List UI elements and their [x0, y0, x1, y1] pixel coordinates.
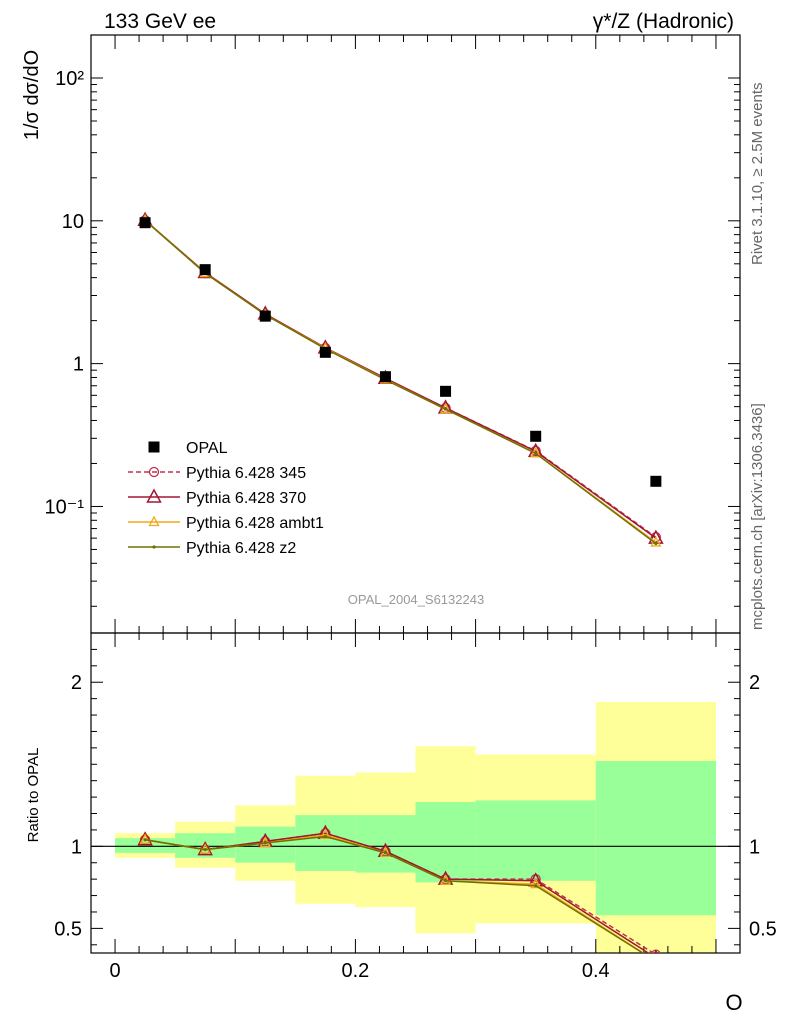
ratio-series-3-point	[203, 848, 207, 852]
band-inner-7	[595, 761, 716, 916]
ratio-series-3-point	[143, 838, 147, 842]
legend-marker-2	[146, 488, 162, 503]
legend-label-0: OPAL	[186, 440, 228, 457]
bottom-ytick-label-right: 1	[749, 836, 760, 858]
ratio-series-3-point	[443, 879, 448, 883]
legend-marker-1	[148, 466, 160, 478]
axes: 10⁻¹ 1 10 10² 0.5 0.5 1 1 2 2 0 0.2 0.4	[45, 34, 777, 982]
top-series-3-point	[654, 541, 658, 546]
ratio-series-2-point	[139, 833, 151, 844]
opal-data-point	[530, 430, 542, 442]
ratio-series-line-0	[144, 832, 655, 953]
bottom-plot-clip-group	[137, 824, 661, 965]
top-series-3-point	[534, 451, 538, 456]
ratio-plot-series	[137, 824, 661, 965]
bottom-y-axis-label: Ratio to OPAL	[25, 748, 42, 843]
top-y-axis-label: 1/σ dσ/dO	[21, 50, 43, 140]
legend-label-2: Pythia 6.428 370	[186, 490, 306, 507]
band-clip-group	[115, 701, 716, 953]
legend-label-1: Pythia 6.428 345	[186, 465, 306, 482]
ratio-series-line-3	[144, 835, 645, 953]
bottom-ytick-label-right: 2	[749, 672, 760, 694]
opal-data-point	[259, 310, 271, 322]
ratio-series-2-point	[319, 828, 331, 839]
legend-marker-opal	[148, 441, 160, 453]
bottom-ytick-label-right: 0.5	[749, 918, 777, 940]
x-axis-label: O	[725, 990, 742, 1015]
header-left-title: 133 GeV ee	[104, 10, 216, 33]
bottom-ytick-label-left: 1	[71, 836, 82, 858]
opal-data-point	[650, 475, 662, 487]
ratio-uncertainty-bands	[115, 701, 716, 953]
ratio-series-3-point	[323, 834, 327, 839]
top-plot-clip-group	[137, 211, 664, 547]
ratio-series-2-point	[651, 956, 660, 965]
header-right-title: γ*/Z (Hadronic)	[593, 10, 734, 33]
top-ytick-label: 10⁻¹	[45, 496, 85, 518]
top-ytick-label: 10	[62, 211, 84, 233]
opal-data-point	[139, 217, 151, 229]
ratio-series-3-point	[383, 851, 388, 855]
bottom-frame	[90, 632, 741, 954]
band-inner-6	[475, 800, 596, 881]
opal-data-point	[319, 346, 331, 358]
opal-data-point	[379, 371, 391, 383]
opal-data-point	[440, 385, 452, 397]
analysis-watermark: OPAL_2004_S6132243	[348, 592, 484, 607]
xtick-label: 0.2	[342, 960, 370, 982]
bottom-ytick-label-left: 2	[71, 672, 82, 694]
legend-marker-4	[152, 545, 156, 549]
opal-data-point	[199, 264, 211, 276]
top-series-line-3	[144, 219, 657, 545]
main-plot-series	[137, 211, 664, 547]
ratio-series-3-point	[263, 841, 267, 845]
top-ytick-label: 10²	[55, 68, 84, 90]
legend-label-3: Pythia 6.428 ambt1	[186, 515, 324, 532]
mcplots-label: mcplots.cern.ch [arXiv:1306.3436]	[749, 403, 766, 630]
ratio-series-2-point	[530, 877, 542, 889]
ratio-series-3-point	[534, 884, 538, 888]
ratio-series-1-point	[137, 831, 153, 846]
legend-marker-3	[148, 515, 160, 527]
xtick-label: 0.4	[582, 960, 610, 982]
rivet-label: Rivet 3.1.10, ≥ 2.5M events	[749, 83, 766, 266]
top-ytick-label: 1	[73, 354, 84, 376]
bottom-ytick-label-left: 0.5	[54, 918, 82, 940]
top-series-3-point	[443, 407, 448, 411]
ratio-series-3-point	[654, 960, 657, 963]
legend: OPAL Pythia 6.428 345 Pythia 6.428 370 Pyth…	[128, 440, 324, 557]
legend-label-4: Pythia 6.428 z2	[186, 540, 296, 557]
xtick-label: 0	[109, 960, 120, 982]
band-inner-3	[295, 815, 356, 871]
